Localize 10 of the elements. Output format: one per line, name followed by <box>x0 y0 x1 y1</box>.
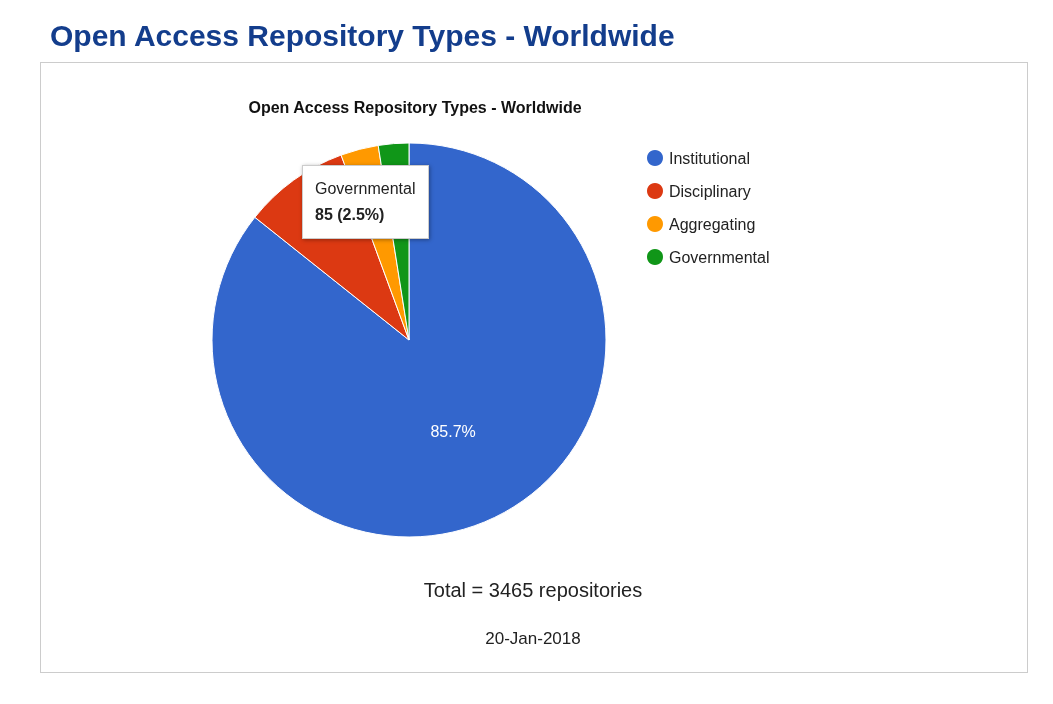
legend-label: Governmental <box>669 248 770 266</box>
legend-label: Aggregating <box>669 215 756 233</box>
chart-title: Open Access Repository Types - Worldwide <box>50 18 675 52</box>
text: Total = 3465 repositories <box>423 579 643 601</box>
legend-label: Institutional <box>669 149 750 167</box>
data-label: 85.7% <box>430 422 476 440</box>
chart-subtitle: Open Access Repository Types - Worldwide <box>248 98 582 116</box>
legend-label: Disciplinary <box>669 182 751 200</box>
tooltip-box: Governmental 85 (2.5%) <box>302 165 429 239</box>
text: 20-Jan-2018 <box>485 629 581 648</box>
